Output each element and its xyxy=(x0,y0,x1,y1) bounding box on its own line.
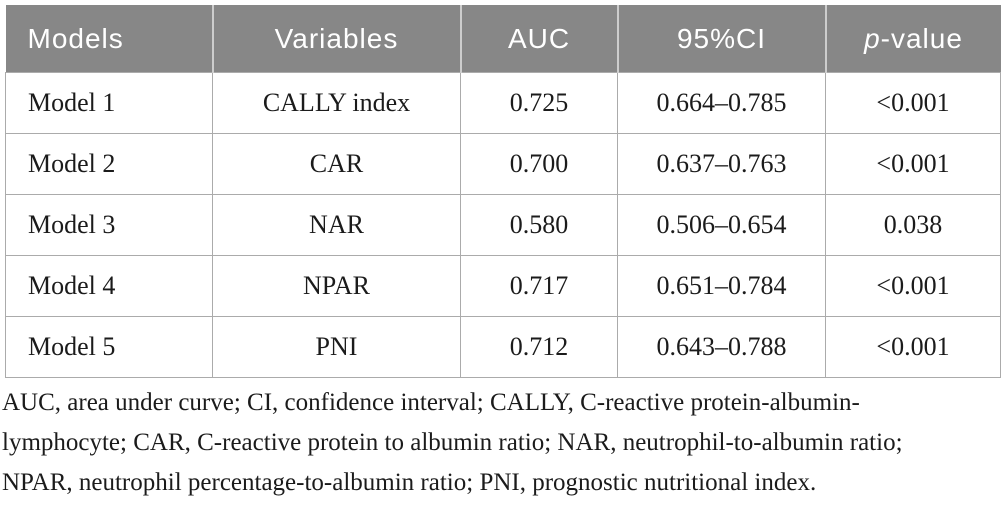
table-row: Model 2 CAR 0.700 0.637–0.763 <0.001 xyxy=(5,133,1001,195)
table-footnote: AUC, area under curve; CI, confidence in… xyxy=(2,383,1005,503)
cell-variable: CALLY index xyxy=(212,72,461,134)
col-header-variables: Variables xyxy=(211,5,461,73)
cell-pvalue: 0.038 xyxy=(825,194,1001,256)
pvalue-rest: -value xyxy=(880,22,963,54)
cell-auc: 0.717 xyxy=(460,255,618,317)
cell-variable: NAR xyxy=(212,194,461,256)
cell-pvalue: <0.001 xyxy=(825,133,1001,195)
footnote-line: AUC, area under curve; CI, confidence in… xyxy=(2,389,860,416)
cell-auc: 0.700 xyxy=(460,133,618,195)
cell-ci: 0.637–0.763 xyxy=(617,133,826,195)
table-row: Model 4 NPAR 0.717 0.651–0.784 <0.001 xyxy=(5,255,1001,317)
cell-auc: 0.580 xyxy=(460,194,618,256)
cell-variable: NPAR xyxy=(212,255,461,317)
cell-pvalue: <0.001 xyxy=(825,72,1001,134)
pvalue-italic-p: p xyxy=(864,22,881,54)
cell-ci: 0.506–0.654 xyxy=(617,194,826,256)
cell-auc: 0.725 xyxy=(460,72,618,134)
col-header-auc: AUC xyxy=(459,5,618,73)
cell-model: Model 5 xyxy=(5,316,213,378)
cell-ci: 0.643–0.788 xyxy=(617,316,826,378)
cell-model: Model 4 xyxy=(5,255,213,317)
table-row: Model 1 CALLY index 0.725 0.664–0.785 <0… xyxy=(5,72,1001,134)
header-row: Models Variables AUC 95%CI p-value xyxy=(5,5,1001,73)
footnote-line: NPAR, neutrophil percentage-to-albumin r… xyxy=(2,469,817,496)
col-header-95ci: 95%CI xyxy=(616,5,826,73)
cell-model: Model 3 xyxy=(5,194,213,256)
cell-pvalue: <0.001 xyxy=(825,255,1001,317)
table-row: Model 5 PNI 0.712 0.643–0.788 <0.001 xyxy=(5,316,1001,378)
cell-variable: PNI xyxy=(212,316,461,378)
cell-variable: CAR xyxy=(212,133,461,195)
cell-auc: 0.712 xyxy=(460,316,618,378)
col-header-models: Models xyxy=(5,5,213,73)
cell-ci: 0.664–0.785 xyxy=(617,72,826,134)
cell-pvalue: <0.001 xyxy=(825,316,1001,378)
col-header-pvalue: p-value xyxy=(824,5,1001,73)
results-table: Models Variables AUC 95%CI p-value Model… xyxy=(5,5,1001,378)
table-row: Model 3 NAR 0.580 0.506–0.654 0.038 xyxy=(5,194,1001,256)
cell-ci: 0.651–0.784 xyxy=(617,255,826,317)
footnote-line: lymphocyte; CAR, C-reactive protein to a… xyxy=(2,429,903,456)
cell-model: Model 2 xyxy=(5,133,213,195)
cell-model: Model 1 xyxy=(5,72,213,134)
